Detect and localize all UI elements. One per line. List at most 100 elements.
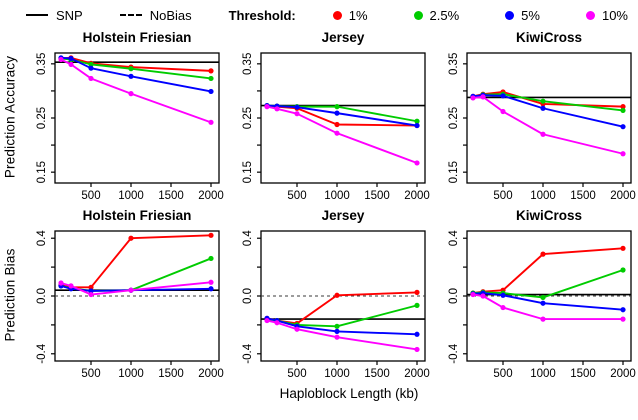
legend-item-threshold-2.5%: 2.5% — [413, 8, 459, 23]
data-point-1% — [620, 104, 626, 110]
dashed-line-icon — [119, 14, 142, 16]
legend-threshold-value: 10% — [601, 7, 628, 23]
x-tick-label: 500 — [493, 190, 512, 202]
series-line-2.5% — [472, 93, 624, 112]
data-point-5% — [294, 104, 300, 110]
x-tick-label: 1500 — [364, 368, 390, 380]
panel-kiwicross-bias: KiwiCross 500 1000 1500 2000 -0.4 0.0 0.4 — [448, 208, 636, 380]
y-tick-label: 0.4 — [242, 230, 254, 247]
y-tick-label: 0.35 — [448, 53, 460, 75]
panel-title: Holstein Friesian — [83, 30, 192, 45]
data-point-5% — [88, 65, 94, 71]
y-tick-label: -0.4 — [448, 343, 460, 363]
legend-threshold-label: Threshold: — [228, 7, 296, 23]
x-tick-label: 2000 — [610, 368, 636, 380]
data-point-5% — [500, 292, 506, 298]
panel-holstein-accuracy: Holstein Friesian 500 1000 1500 2000 0.15 0.25… — [36, 30, 224, 202]
x-tick-label: 1000 — [118, 190, 144, 202]
data-point-1% — [208, 68, 214, 74]
x-tick-label: 2000 — [198, 190, 224, 202]
x-tick-label: 1000 — [530, 190, 556, 202]
y-tick-label: 0.25 — [448, 107, 460, 129]
data-point-2.5% — [414, 118, 420, 124]
data-point-10% — [58, 280, 64, 286]
data-point-10% — [58, 56, 64, 63]
data-point-2.5% — [334, 323, 340, 329]
panel-title: Holstein Friesian — [83, 208, 192, 223]
legend-nobias-label: NoBias — [149, 7, 192, 23]
x-tick-label: 2000 — [404, 368, 430, 380]
data-point-1% — [620, 245, 626, 251]
data-point-10% — [264, 317, 270, 324]
y-tick-label: -0.4 — [36, 343, 48, 363]
plot-box — [466, 52, 632, 184]
x-tick-label: 1500 — [570, 190, 596, 202]
data-point-5% — [540, 105, 546, 111]
data-point-10% — [88, 291, 94, 298]
data-point-10% — [128, 287, 134, 293]
data-point-5% — [334, 328, 340, 334]
data-point-10% — [88, 75, 94, 82]
x-tick-label: 500 — [493, 368, 512, 380]
data-point-2.5% — [620, 107, 626, 114]
series-line-2.5% — [60, 257, 212, 292]
y-tick-label: -0.4 — [242, 343, 254, 363]
x-tick-label: 500 — [287, 190, 306, 202]
legend-item-threshold-1%: 1% — [332, 7, 368, 23]
bias-row: Prediction Bias Holstein Friesian 500 1000… — [0, 206, 638, 384]
y-tick-label: 0.15 — [36, 161, 48, 183]
data-point-10% — [480, 94, 486, 100]
data-point-5% — [208, 286, 214, 292]
data-point-10% — [128, 91, 134, 97]
data-point-5% — [500, 93, 506, 99]
data-point-5% — [88, 288, 94, 294]
data-point-10% — [264, 104, 270, 110]
legend: SNP NoBias Threshold: 1% 2.5% 5% 10% — [0, 0, 638, 28]
y-axis-label-bias: Prediction Bias — [2, 248, 18, 342]
y-axis-label-accuracy: Prediction Accuracy — [2, 55, 18, 179]
x-tick-label: 500 — [81, 368, 100, 380]
x-tick-label: 2000 — [404, 190, 430, 202]
x-tick-label: 1500 — [158, 368, 184, 380]
accuracy-row: Prediction Accuracy Holstein Friesian 500… — [0, 28, 638, 206]
data-point-10% — [620, 151, 626, 157]
data-point-10% — [294, 111, 300, 117]
y-tick-label: 0.4 — [36, 230, 48, 247]
data-point-10% — [68, 61, 74, 67]
data-point-5% — [414, 331, 420, 337]
data-point-10% — [540, 316, 546, 322]
data-point-10% — [274, 320, 280, 326]
legend-threshold-value: 1% — [348, 7, 368, 23]
data-point-10% — [208, 119, 214, 125]
y-tick-label: 0.0 — [242, 288, 254, 304]
panel-title: KiwiCross — [516, 208, 582, 223]
series-line-1% — [472, 247, 624, 295]
panel-title: Jersey — [322, 208, 365, 223]
x-tick-label: 500 — [287, 368, 306, 380]
data-point-5% — [620, 307, 626, 313]
panel-title: KiwiCross — [516, 30, 582, 45]
data-point-10% — [414, 160, 420, 166]
data-point-1% — [334, 121, 340, 128]
threshold-dot-icon — [505, 10, 515, 20]
y-tick-label: 0.15 — [242, 161, 254, 183]
data-point-1% — [414, 289, 420, 295]
data-point-2.5% — [620, 267, 626, 273]
series-line-5% — [472, 94, 624, 128]
data-point-1% — [128, 235, 134, 241]
data-point-2.5% — [540, 98, 546, 104]
series-line-10% — [266, 105, 418, 164]
y-tick-label: 0.25 — [36, 107, 48, 129]
data-point-10% — [500, 304, 506, 311]
x-tick-label: 1000 — [324, 190, 350, 202]
plot-box — [54, 52, 220, 184]
data-point-1% — [208, 232, 214, 238]
series-line-10% — [472, 293, 624, 321]
panel-holstein-bias: Holstein Friesian 500 1000 1500 2000 -0.4 0.0 0… — [36, 208, 224, 380]
data-point-10% — [540, 131, 546, 137]
legend-threshold-items: 1% 2.5% 5% 10% — [332, 7, 628, 23]
data-point-10% — [470, 291, 476, 298]
x-tick-label: 2000 — [198, 368, 224, 380]
y-tick-label: 0.35 — [36, 53, 48, 75]
data-point-10% — [208, 279, 214, 285]
